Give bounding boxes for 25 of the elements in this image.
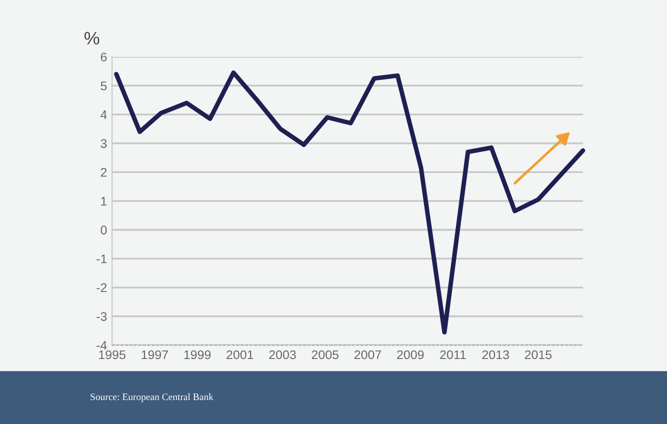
x-tick-label: 2001 <box>226 350 254 360</box>
y-tick-label: -2 <box>96 283 107 292</box>
y-axis-title: % <box>84 32 100 45</box>
x-tick-label: 2005 <box>312 350 339 360</box>
y-tick-label: -1 <box>96 254 107 264</box>
x-tick-label: 2007 <box>354 350 382 360</box>
y-tick-label: 5 <box>100 82 107 90</box>
y-tick-label: 1 <box>101 196 107 206</box>
y-tick-label: -4 <box>96 341 107 350</box>
line-series <box>114 70 586 334</box>
x-tick-label: 2009 <box>397 350 424 360</box>
x-tick-label: 2013 <box>482 350 509 360</box>
y-tick-label: 3 <box>100 139 107 148</box>
x-tick-label: 2011 <box>440 350 466 360</box>
source-note: Source: European Central Bank <box>90 393 214 402</box>
y-tick-label: 6 <box>100 52 107 62</box>
x-tick-label: 2015 <box>524 350 552 360</box>
y-tick-label: 4 <box>100 110 107 120</box>
y-tick-label: -3 <box>96 312 107 321</box>
x-tick-label: 1995 <box>99 350 126 360</box>
y-tick-label: 2 <box>100 168 107 177</box>
x-tick-label: 1999 <box>184 350 211 360</box>
y-tick-label: 0 <box>100 226 107 234</box>
x-tick-label: 2003 <box>269 350 296 360</box>
x-tick-label: 1997 <box>142 350 168 360</box>
